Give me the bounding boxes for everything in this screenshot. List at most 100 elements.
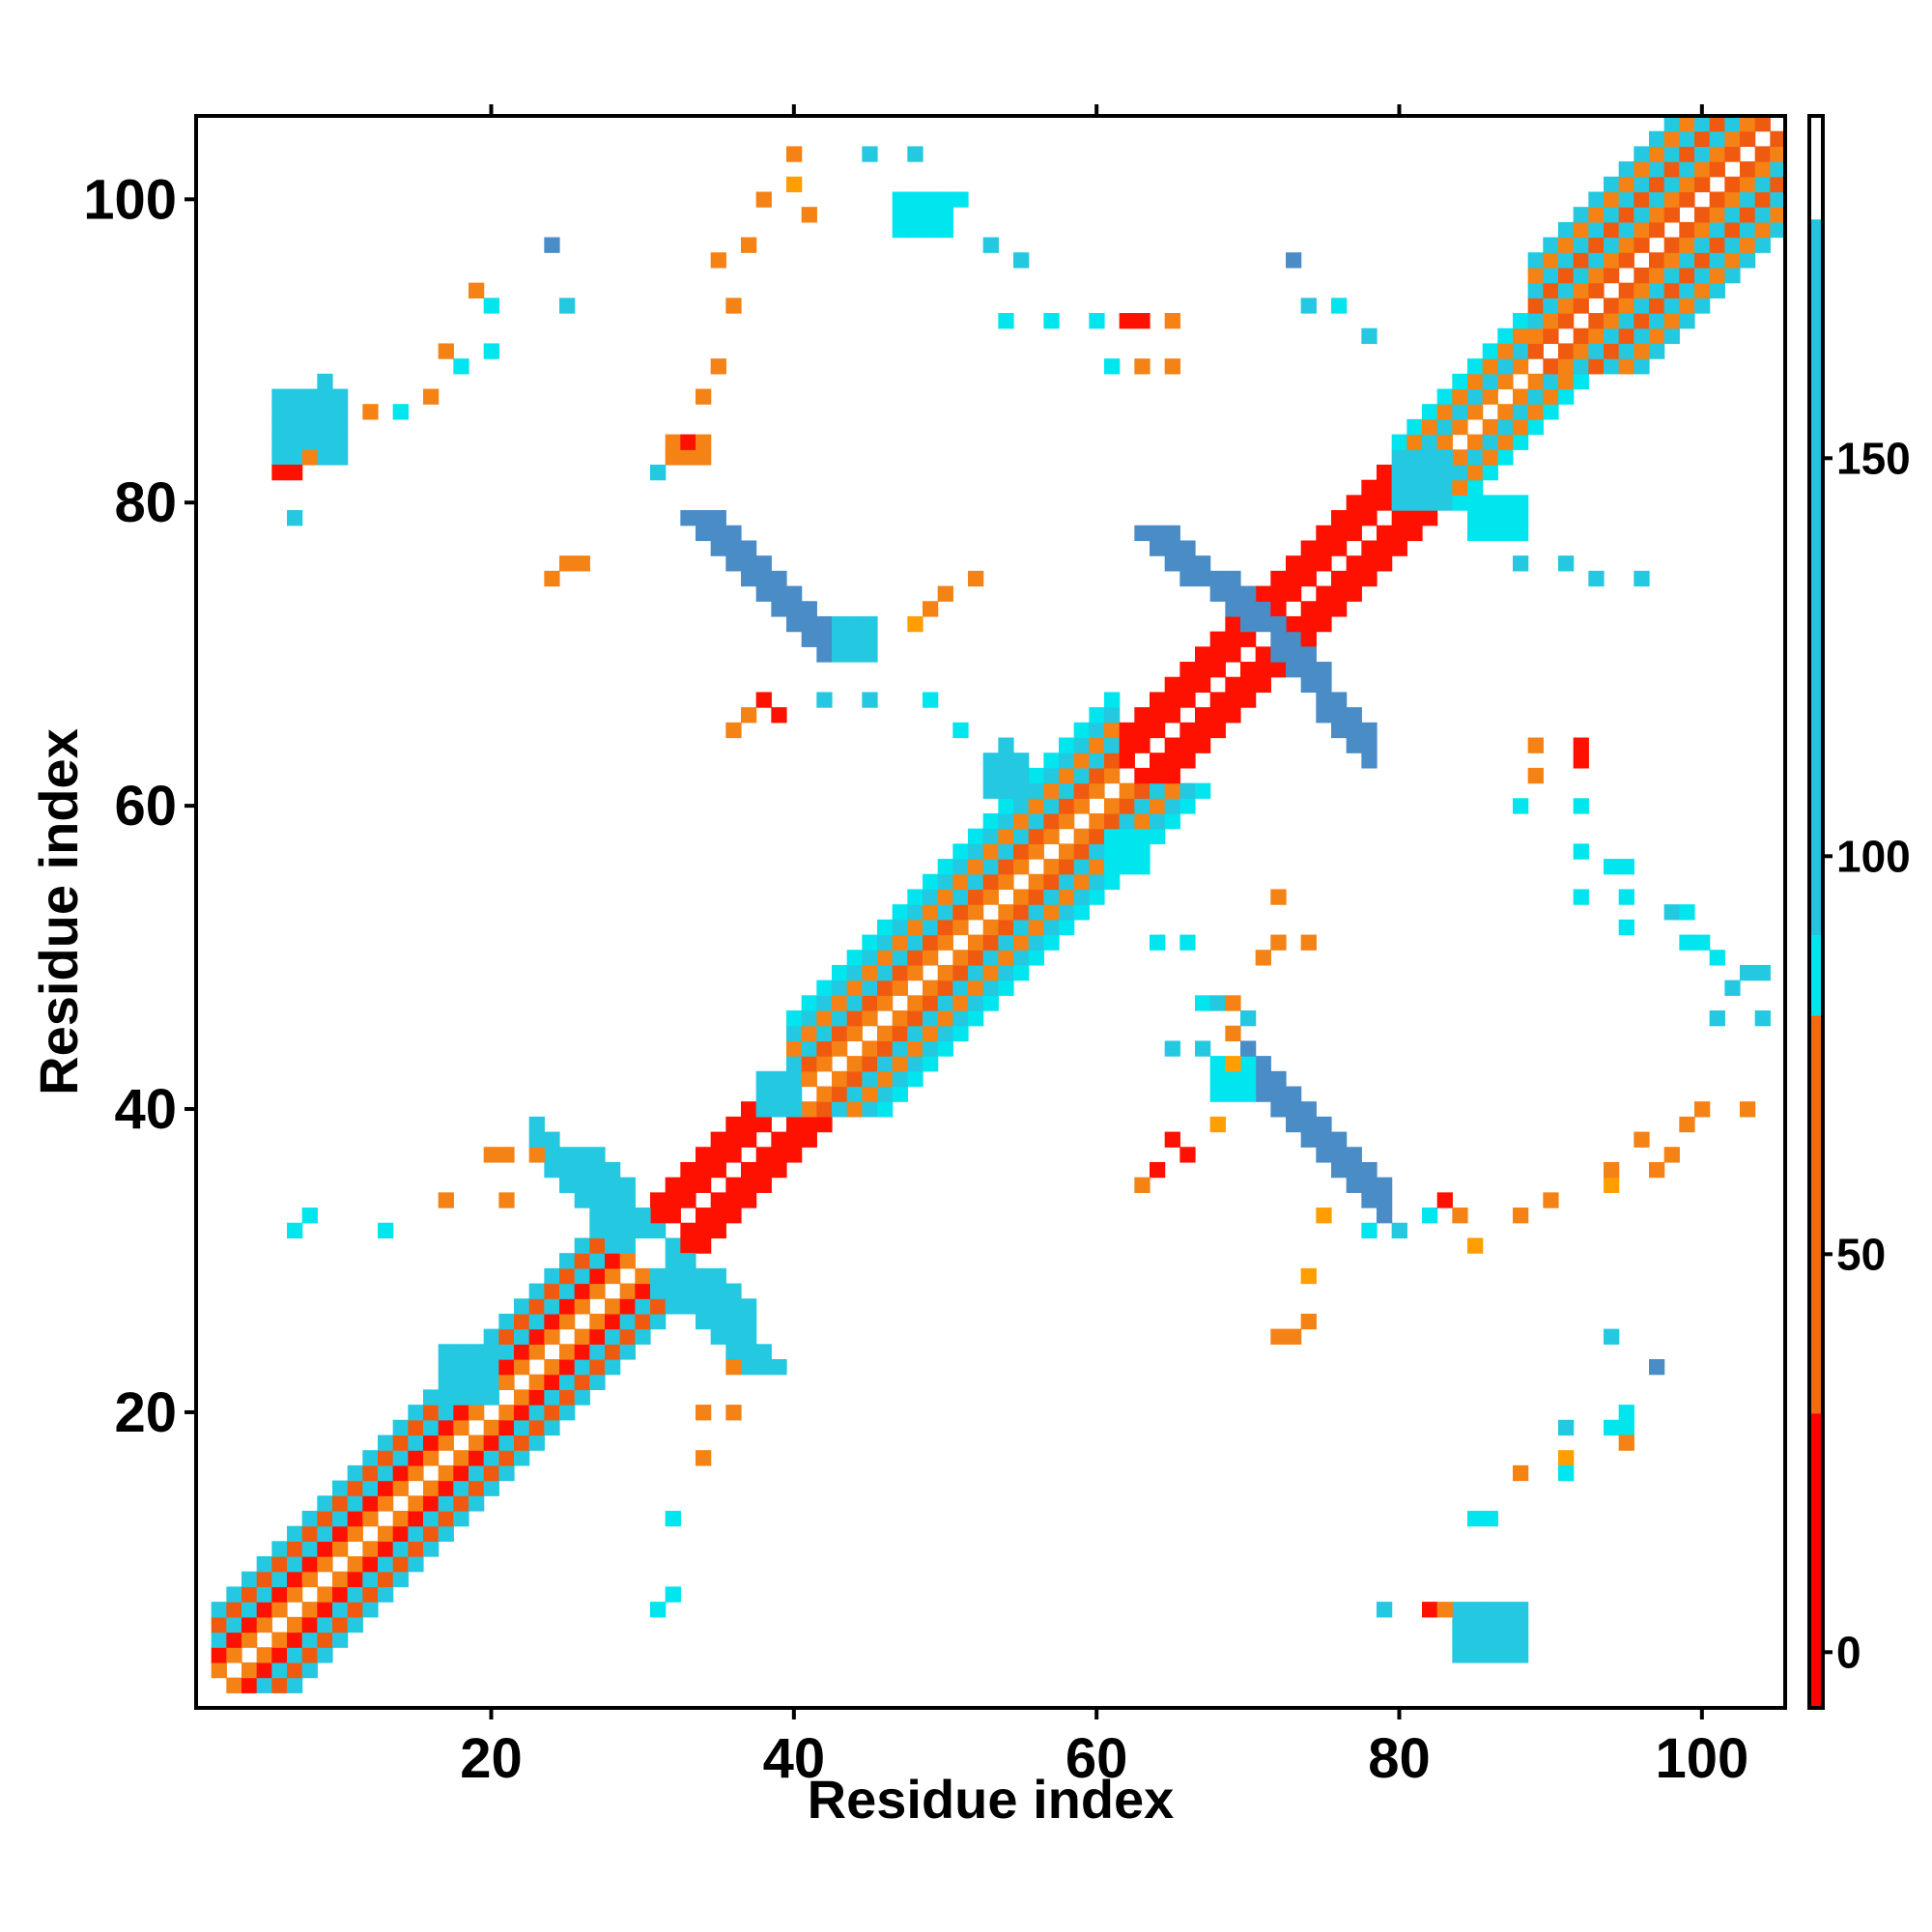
heatmap-cell bbox=[483, 1328, 499, 1345]
heatmap-cell bbox=[1482, 1632, 1498, 1648]
heatmap-cell bbox=[1573, 267, 1589, 284]
heatmap-cell bbox=[271, 1677, 288, 1693]
heatmap-cell bbox=[605, 1192, 621, 1208]
heatmap-cell bbox=[347, 1464, 363, 1482]
heatmap-cell bbox=[1513, 404, 1529, 420]
heatmap-cell bbox=[1119, 798, 1135, 814]
heatmap-cell bbox=[1497, 1632, 1514, 1648]
heatmap-cell bbox=[1013, 934, 1030, 951]
heatmap-cell bbox=[1119, 859, 1135, 875]
heatmap-cell bbox=[1618, 1435, 1634, 1451]
heatmap-cell bbox=[423, 1419, 440, 1436]
heatmap-cell bbox=[1104, 873, 1121, 891]
colorbar-tick-label: 100 bbox=[1836, 831, 1911, 881]
heatmap-cell bbox=[1709, 116, 1725, 132]
heatmap-cell bbox=[680, 1161, 696, 1179]
heatmap-cell bbox=[1300, 1313, 1317, 1330]
heatmap-cell bbox=[1179, 555, 1196, 572]
heatmap-cell bbox=[287, 1616, 303, 1634]
heatmap-cell bbox=[1286, 615, 1302, 633]
heatmap-cell bbox=[741, 1298, 757, 1315]
heatmap-cell bbox=[408, 1405, 424, 1421]
heatmap-cell bbox=[696, 1313, 712, 1330]
heatmap-cell bbox=[1119, 722, 1135, 739]
heatmap-cell bbox=[483, 1359, 499, 1376]
heatmap-cell bbox=[317, 434, 333, 450]
heatmap-cell bbox=[1164, 313, 1180, 329]
heatmap-cell bbox=[1634, 358, 1650, 375]
heatmap-cell bbox=[1740, 964, 1756, 981]
heatmap-cell bbox=[982, 995, 999, 1011]
heatmap-cell bbox=[816, 646, 833, 663]
heatmap-cell bbox=[271, 1632, 288, 1648]
heatmap-cell bbox=[559, 1283, 576, 1299]
heatmap-cell bbox=[1346, 722, 1362, 739]
heatmap-cell bbox=[1618, 889, 1634, 905]
heatmap-cell bbox=[846, 950, 863, 966]
heatmap-cell bbox=[741, 1116, 757, 1133]
heatmap-cell bbox=[347, 1571, 363, 1588]
heatmap-cell bbox=[408, 1510, 424, 1527]
heatmap-cell bbox=[786, 176, 803, 193]
heatmap-cell bbox=[862, 1070, 878, 1088]
heatmap-cell bbox=[1286, 585, 1302, 602]
heatmap-cell bbox=[362, 404, 379, 420]
heatmap-cell bbox=[1346, 1147, 1362, 1163]
heatmap-cell bbox=[559, 1344, 576, 1360]
heatmap-cell bbox=[968, 980, 984, 996]
heatmap-cell bbox=[832, 1101, 848, 1118]
heatmap-cell bbox=[392, 1525, 409, 1542]
heatmap-cell bbox=[1573, 843, 1589, 860]
heatmap-cell bbox=[832, 1070, 848, 1088]
heatmap-cell bbox=[1482, 373, 1498, 390]
heatmap-cell bbox=[892, 950, 908, 966]
heatmap-cell bbox=[982, 934, 999, 951]
heatmap-cell bbox=[453, 1450, 469, 1466]
heatmap-cell bbox=[1452, 1647, 1468, 1663]
heatmap-cell bbox=[725, 1147, 742, 1163]
heatmap-cell bbox=[801, 601, 817, 617]
heatmap-cell bbox=[1300, 1116, 1317, 1133]
heatmap-cell bbox=[923, 191, 939, 208]
heatmap-cell bbox=[1331, 722, 1348, 739]
heatmap-cell bbox=[998, 964, 1014, 981]
heatmap-cell bbox=[1724, 221, 1741, 239]
heatmap-cell bbox=[982, 950, 999, 966]
heatmap-cell bbox=[1346, 1161, 1362, 1179]
heatmap-cell bbox=[801, 1131, 817, 1148]
heatmap-cell bbox=[968, 873, 984, 891]
heatmap-cell bbox=[1225, 707, 1241, 724]
heatmap-cell bbox=[877, 995, 894, 1011]
heatmap-cell bbox=[347, 1480, 363, 1496]
heatmap-cell bbox=[1558, 343, 1575, 359]
heatmap-cell bbox=[1225, 692, 1241, 708]
heatmap-cell bbox=[469, 282, 485, 298]
heatmap-cell bbox=[242, 1632, 258, 1648]
heatmap-cell bbox=[1573, 237, 1589, 253]
heatmap-cell bbox=[937, 934, 953, 951]
heatmap-cell bbox=[1361, 327, 1378, 345]
heatmap-cell bbox=[453, 1344, 469, 1360]
x-tick-label: 20 bbox=[460, 1727, 523, 1790]
heatmap-cell bbox=[1588, 252, 1605, 269]
heatmap-cell bbox=[1679, 116, 1695, 132]
heatmap-cell bbox=[1604, 207, 1620, 223]
heatmap-cell bbox=[1573, 221, 1589, 239]
heatmap-cell bbox=[378, 1541, 394, 1557]
heatmap-cell bbox=[469, 1480, 485, 1496]
heatmap-cell bbox=[1013, 753, 1030, 769]
heatmap-cell bbox=[362, 1480, 379, 1496]
heatmap-cell bbox=[1270, 615, 1287, 633]
heatmap-cell bbox=[589, 1222, 606, 1239]
heatmap-cell bbox=[589, 1267, 606, 1285]
heatmap-cell bbox=[801, 1070, 817, 1088]
heatmap-cell bbox=[1694, 298, 1711, 314]
heatmap-cell bbox=[498, 1450, 515, 1466]
heatmap-cell bbox=[1649, 130, 1665, 147]
heatmap-cell bbox=[952, 873, 969, 891]
heatmap-cell bbox=[998, 828, 1014, 844]
heatmap-cell bbox=[1709, 950, 1725, 966]
heatmap-cell bbox=[982, 964, 999, 981]
heatmap-cell bbox=[725, 1359, 742, 1376]
